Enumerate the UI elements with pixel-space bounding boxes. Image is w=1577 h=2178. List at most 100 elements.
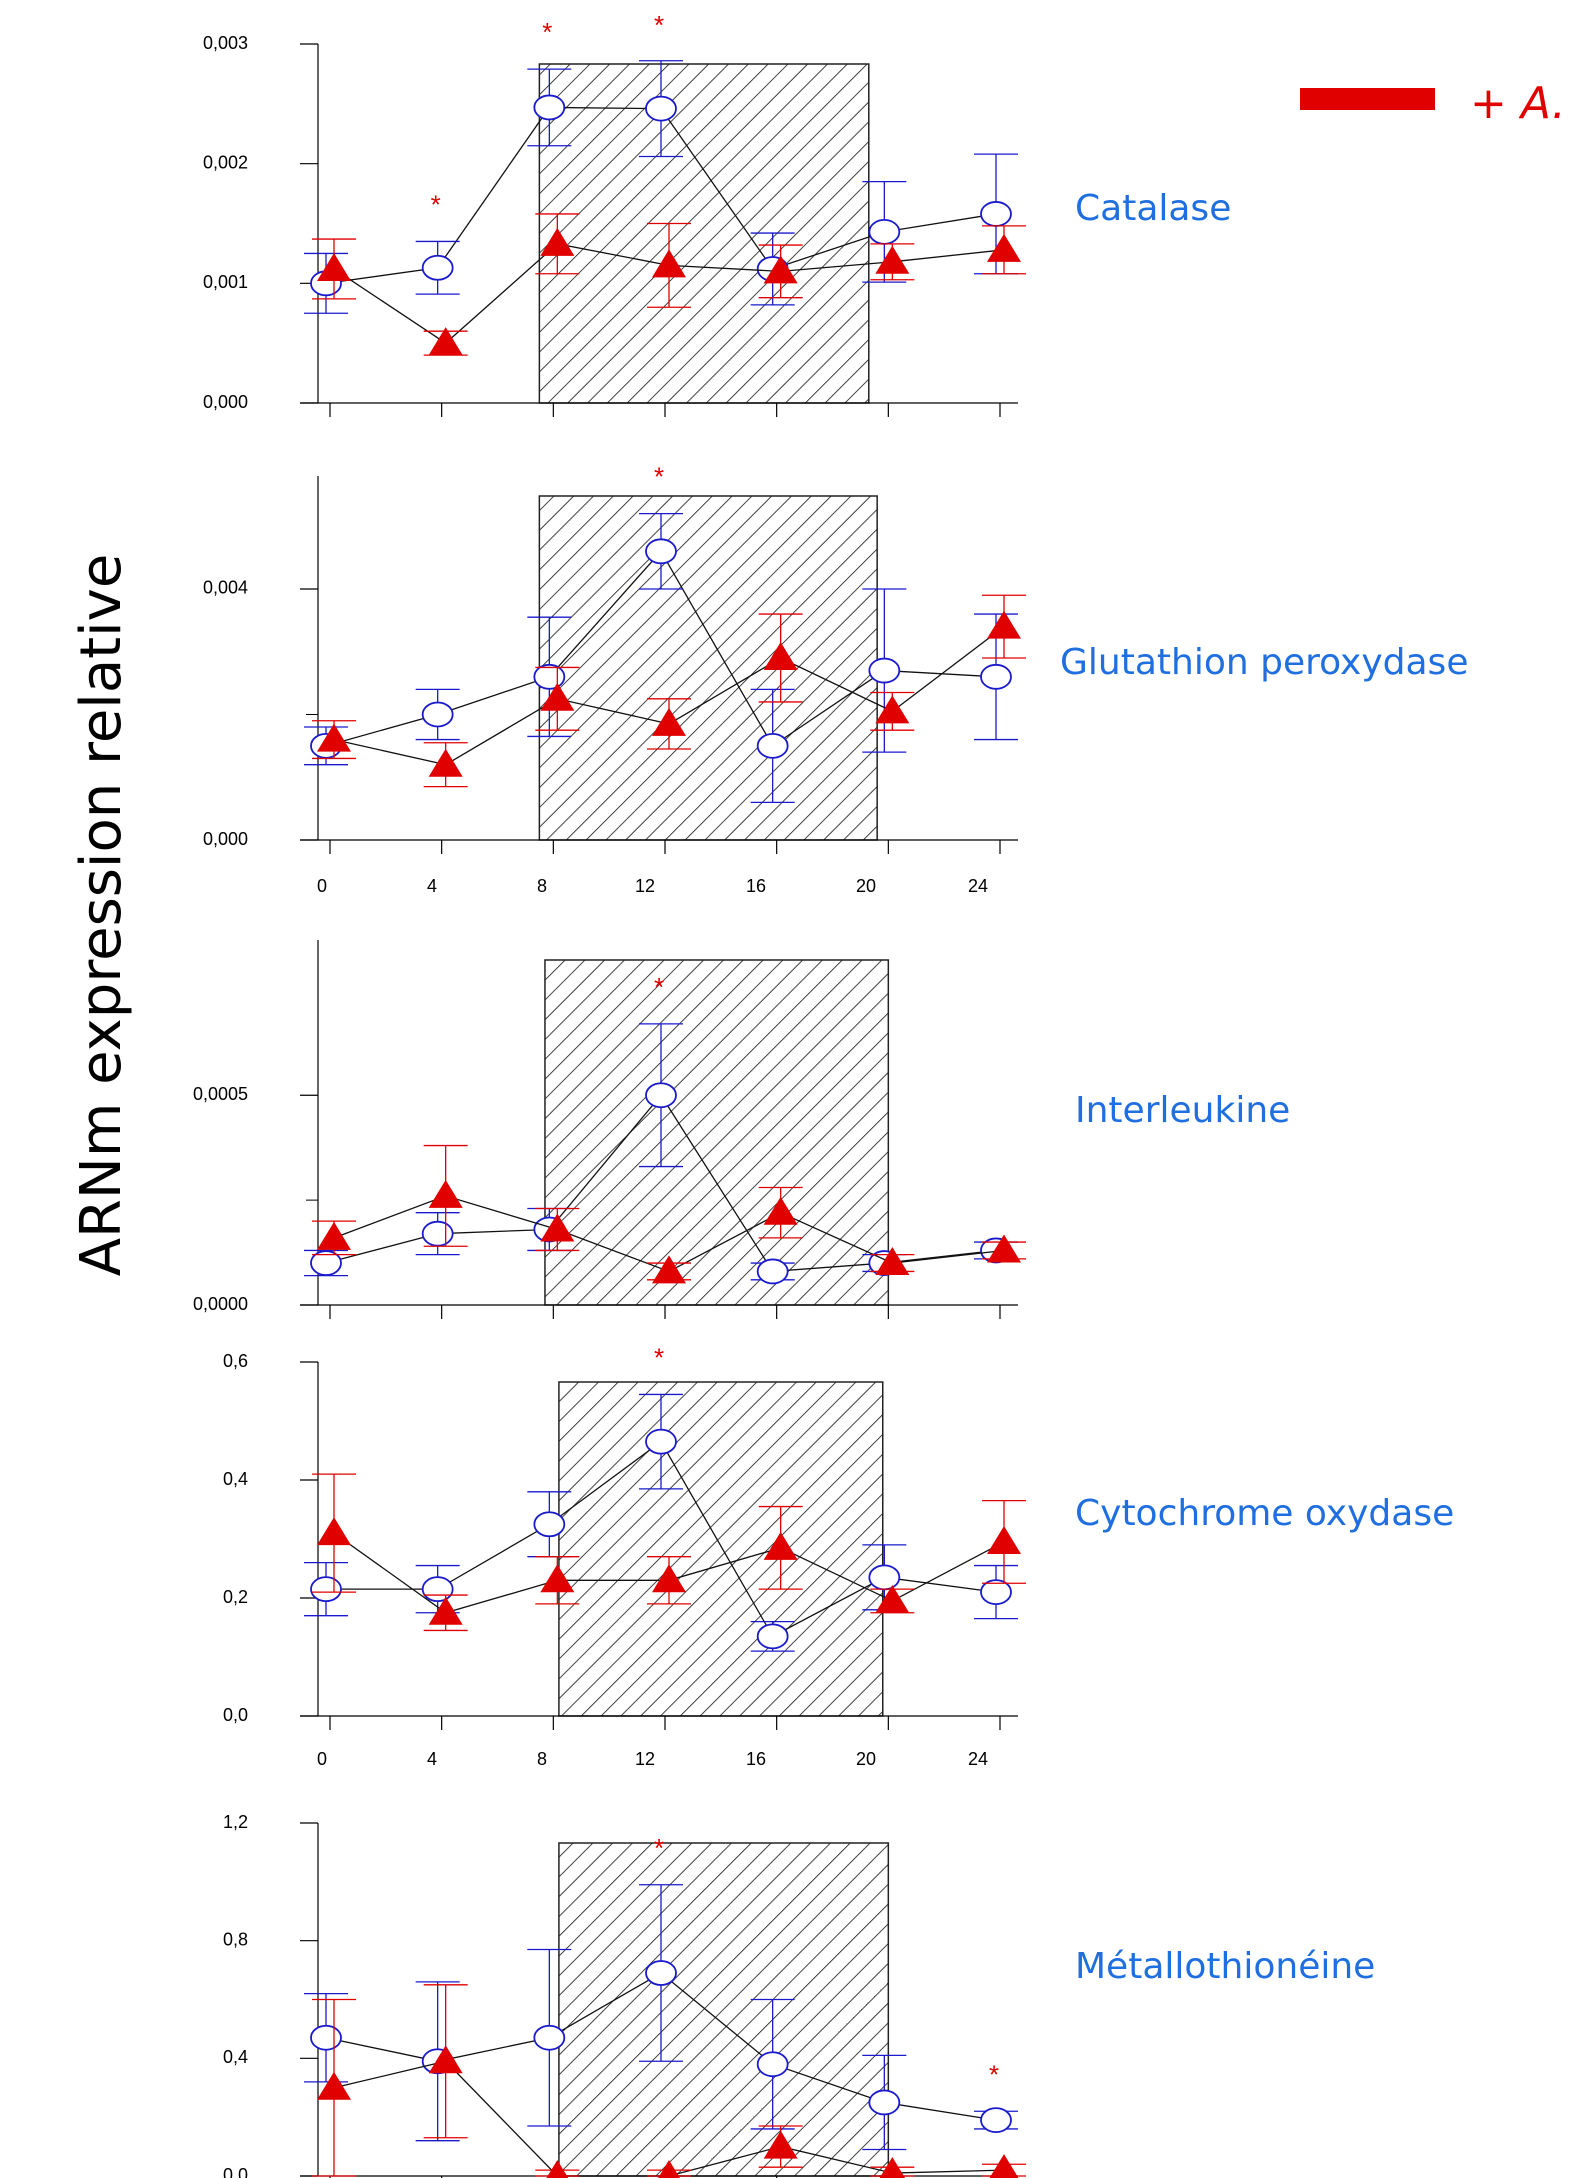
data-point-triangle xyxy=(540,682,575,711)
data-point-triangle xyxy=(987,610,1021,639)
data-point-triangle xyxy=(428,327,463,356)
data-point-circle xyxy=(310,2024,342,2051)
data-point-circle xyxy=(310,1250,342,1276)
shaded-region xyxy=(558,1842,890,2177)
y-tick-label: 0,8 xyxy=(223,1929,248,1949)
significance-star: * xyxy=(654,1342,664,1372)
data-point-circle xyxy=(645,95,677,122)
data-point-triangle xyxy=(987,233,1021,262)
significance-star: * xyxy=(654,1833,664,1863)
significance-star: * xyxy=(431,189,441,219)
data-point-circle xyxy=(533,94,566,121)
x-tick-label: 8 xyxy=(537,1749,547,1769)
data-point-triangle xyxy=(317,1221,351,1250)
x-tick-label: 16 xyxy=(746,1749,766,1769)
data-point-triangle xyxy=(317,723,351,752)
y-tick-label: 0,0 xyxy=(223,2165,248,2178)
y-tick-label: 0,001 xyxy=(203,272,248,292)
y-tick-label: 0,0000 xyxy=(193,1294,248,1314)
data-point-triangle xyxy=(652,1255,686,1284)
legend-swatch xyxy=(1300,88,1435,110)
shaded-region xyxy=(538,495,878,841)
x-tick-label: 0 xyxy=(317,876,327,896)
panel-3: 0,0000 0,0005 * Interleukine xyxy=(193,940,1290,1319)
data-point-circle xyxy=(645,1960,677,1986)
data-point-circle xyxy=(868,218,901,245)
data-point-triangle xyxy=(540,1213,575,1242)
data-point-circle xyxy=(980,1579,1012,1605)
y-tick-label: 0,2 xyxy=(223,1587,248,1607)
data-point-triangle xyxy=(763,2130,798,2159)
x-tick-label: 24 xyxy=(968,876,988,896)
data-point-triangle xyxy=(875,1247,910,1276)
gene-label: Glutathion peroxydase xyxy=(1060,642,1468,683)
y-tick-label: 1,2 xyxy=(223,1812,248,1832)
x-tick-label: 12 xyxy=(635,876,655,896)
gene-label: Métallothionéine xyxy=(1075,1946,1375,1987)
significance-star: * xyxy=(654,10,664,40)
data-point-triangle xyxy=(540,1564,575,1593)
legend: + A. xyxy=(1300,78,1566,129)
data-point-triangle xyxy=(317,252,351,281)
shaded-region xyxy=(558,1381,884,1717)
data-point-triangle xyxy=(879,2157,906,2178)
data-point-circle xyxy=(756,1258,789,1285)
x-tick-label: 8 xyxy=(537,876,547,896)
panel-5: 0,0 0,4 0,8 1,2 * * Métallothionéine xyxy=(223,1812,1375,2178)
significance-star: * xyxy=(654,972,664,1002)
data-point-circle xyxy=(980,2107,1012,2134)
data-point-triangle xyxy=(987,1525,1021,1554)
y-tick-label: 0,0 xyxy=(223,1705,248,1725)
data-point-triangle xyxy=(652,249,686,278)
data-point-circle xyxy=(980,201,1012,227)
x-tick-label: 24 xyxy=(968,1749,988,1769)
gene-label: Interleukine xyxy=(1075,1090,1290,1131)
data-point-triangle xyxy=(428,748,463,777)
data-point-circle xyxy=(645,1082,677,1109)
data-point-triangle xyxy=(875,245,910,274)
x-tick-label: 20 xyxy=(856,876,876,896)
data-point-triangle xyxy=(658,2160,680,2178)
data-point-circle xyxy=(533,663,566,690)
data-point-circle xyxy=(645,1428,677,1455)
data-point-circle xyxy=(421,1220,454,1247)
data-point-triangle xyxy=(428,1596,463,1625)
gene-label: Catalase xyxy=(1075,188,1231,229)
y-tick-label: 0,000 xyxy=(203,392,248,412)
y-tick-label: 0,000 xyxy=(203,829,248,849)
y-tick-label: 0,4 xyxy=(223,2047,248,2067)
data-point-circle xyxy=(756,732,789,759)
data-point-triangle xyxy=(763,1531,798,1560)
shaded-region xyxy=(538,63,870,404)
data-point-circle xyxy=(756,1623,789,1650)
data-point-triangle xyxy=(546,2160,569,2178)
data-point-triangle xyxy=(987,1234,1021,1263)
data-point-triangle xyxy=(428,1179,463,1208)
x-tick-label: 12 xyxy=(635,1749,655,1769)
significance-star: * xyxy=(654,462,664,492)
data-point-circle xyxy=(756,2051,789,2078)
data-point-triangle xyxy=(540,227,575,256)
data-point-circle xyxy=(868,657,901,684)
data-point-circle xyxy=(868,1564,901,1591)
data-point-triangle xyxy=(875,1584,910,1613)
y-tick-label: 0,6 xyxy=(223,1351,248,1371)
data-point-circle xyxy=(310,1576,342,1603)
y-tick-label: 0,004 xyxy=(203,578,248,598)
data-point-triangle xyxy=(875,695,910,724)
legend-label: + A. xyxy=(1470,78,1566,129)
data-point-triangle xyxy=(763,1196,798,1225)
data-point-triangle xyxy=(763,642,798,670)
data-point-triangle xyxy=(317,1517,351,1546)
data-point-triangle xyxy=(317,2071,351,2100)
panel-2: 0,000 0,004 0 4 8 12 16 20 24 * Glutathion peroxyd… xyxy=(203,462,1469,896)
y-axis-title: ARNm expression relative xyxy=(69,554,134,1277)
data-point-circle xyxy=(645,538,677,565)
data-point-triangle xyxy=(428,2045,463,2074)
data-point-circle xyxy=(421,1576,454,1603)
data-point-circle xyxy=(533,1511,566,1538)
data-point-triangle xyxy=(652,707,686,736)
data-point-circle xyxy=(421,254,454,281)
panel-1: 0,000 0,001 0,002 0,003 * * * Catalase xyxy=(203,10,1231,417)
